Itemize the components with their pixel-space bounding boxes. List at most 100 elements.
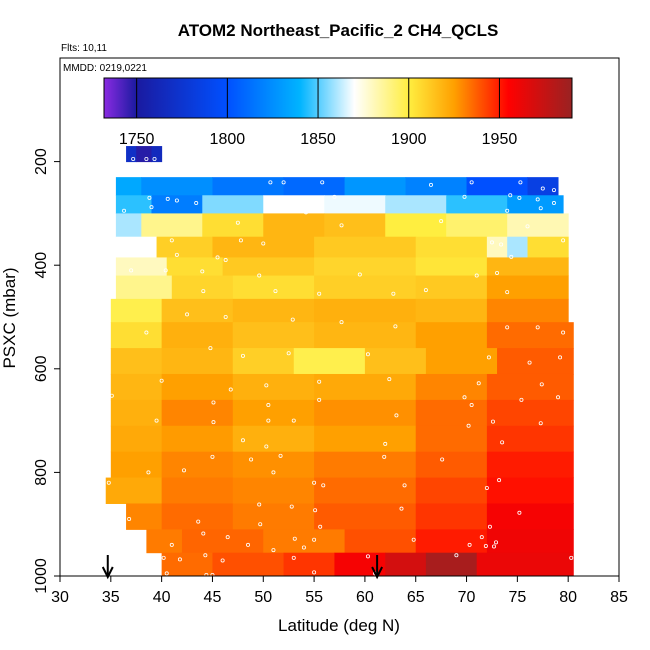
sample-point [569, 555, 574, 560]
chart-title: ATOM2 Northeast_Pacific_2 CH4_QCLS [178, 21, 499, 40]
heatmap-cell [405, 177, 468, 196]
sample-point [382, 454, 387, 459]
heatmap-cell [415, 529, 488, 554]
heatmap-cell [232, 425, 315, 453]
heatmap-cell [136, 146, 152, 163]
heatmap [105, 146, 574, 577]
heatmap-cell [161, 451, 234, 479]
sample-point [264, 444, 269, 449]
heatmap-cell [314, 275, 417, 300]
sample-point [320, 180, 325, 185]
sample-point [240, 438, 245, 443]
heatmap-cell [232, 373, 315, 401]
arrow-head [371, 566, 383, 580]
sample-point [271, 548, 276, 553]
heatmap-cell [425, 348, 498, 375]
x-tick-label: 45 [204, 589, 222, 606]
heatmap-cell [141, 213, 203, 238]
x-tick-label: 55 [305, 589, 323, 606]
sample-point [211, 420, 216, 425]
sample-point [484, 485, 489, 490]
heatmap-cell [161, 425, 234, 453]
sample-point [257, 502, 262, 507]
sample-point [535, 325, 540, 330]
sample-point [291, 418, 296, 423]
sample-point [129, 268, 134, 273]
heatmap-cell [161, 348, 234, 375]
colorbar-tick-label: 1950 [482, 131, 518, 148]
y-tick-label: 1000 [33, 558, 50, 594]
heatmap-cell [446, 213, 508, 238]
sample-point [235, 220, 240, 225]
sample-point [500, 440, 505, 445]
heatmap-cell [314, 236, 417, 258]
sample-point [131, 157, 136, 162]
sample-point [402, 483, 407, 488]
sample-point [225, 535, 230, 540]
heatmap-cell [156, 236, 213, 258]
x-axis-title: Latitude (deg N) [278, 616, 400, 635]
sample-point [494, 540, 499, 545]
sample-point [508, 193, 513, 198]
heatmap-cell [314, 298, 417, 323]
sample-point [228, 387, 233, 392]
date-note: MMDD: 0219,0221 [63, 63, 147, 74]
heatmap-cell [415, 298, 488, 323]
sample-point [499, 242, 504, 247]
heatmap-cell [161, 552, 213, 577]
sample-point [208, 346, 213, 351]
y-axis-title: PSXC (mbar) [0, 267, 19, 368]
sample-point [476, 381, 481, 386]
heatmap-cell [486, 477, 574, 504]
sample-point [454, 553, 459, 558]
heatmap-cell [202, 213, 264, 238]
heatmap-cell [507, 213, 569, 238]
heatmap-cell [486, 399, 574, 427]
heatmap-cell [110, 399, 163, 427]
heatmap-cell [415, 503, 488, 530]
sample-point [161, 555, 166, 560]
flights-note: Flts: 10,11 [61, 43, 107, 54]
heatmap-cell [212, 177, 285, 196]
sample-point [538, 421, 543, 426]
sample-point [383, 441, 388, 446]
sample-point [257, 273, 262, 278]
heatmap-cell [283, 177, 346, 196]
heatmap-cell [486, 451, 574, 479]
heatmap-cell [527, 177, 559, 196]
sample-point [491, 544, 496, 549]
sample-point [462, 395, 467, 400]
heatmap-cell [115, 195, 152, 214]
sample-point [106, 480, 111, 485]
sample-point [238, 238, 243, 243]
heatmap-cell [324, 195, 386, 214]
x-tick-label: 80 [559, 589, 577, 606]
y-axis: 200 400 600 800 1000 [33, 148, 60, 594]
x-axis: 30 35 40 45 50 55 60 65 70 75 80 85 [51, 576, 628, 606]
sample-point [240, 353, 245, 358]
heatmap-cell [161, 477, 234, 504]
heatmap-cell [263, 213, 325, 238]
heatmap-cell [415, 236, 488, 258]
heatmap-cell [110, 348, 163, 375]
heatmap-cell [146, 529, 183, 554]
heatmap-cell [232, 399, 315, 427]
heatmap-cell [181, 529, 264, 554]
heatmap-cell [105, 477, 163, 504]
sample-point [273, 289, 278, 294]
sample-point [339, 320, 344, 325]
sample-point [152, 157, 157, 162]
heatmap-cell [415, 477, 488, 504]
heatmap-cell [232, 503, 315, 530]
colorbar: 1750 1800 1850 1900 1950 [103, 77, 573, 148]
heatmap-cell [385, 213, 447, 238]
heatmap-cell [161, 399, 234, 427]
heatmap-cell [212, 552, 285, 577]
sample-point [165, 196, 170, 201]
sample-point [539, 382, 544, 387]
heatmap-cell [385, 195, 447, 214]
heatmap-cell [415, 257, 488, 277]
heatmap-cell [486, 503, 574, 530]
sample-point [169, 542, 174, 547]
heatmap-cell [314, 399, 417, 427]
